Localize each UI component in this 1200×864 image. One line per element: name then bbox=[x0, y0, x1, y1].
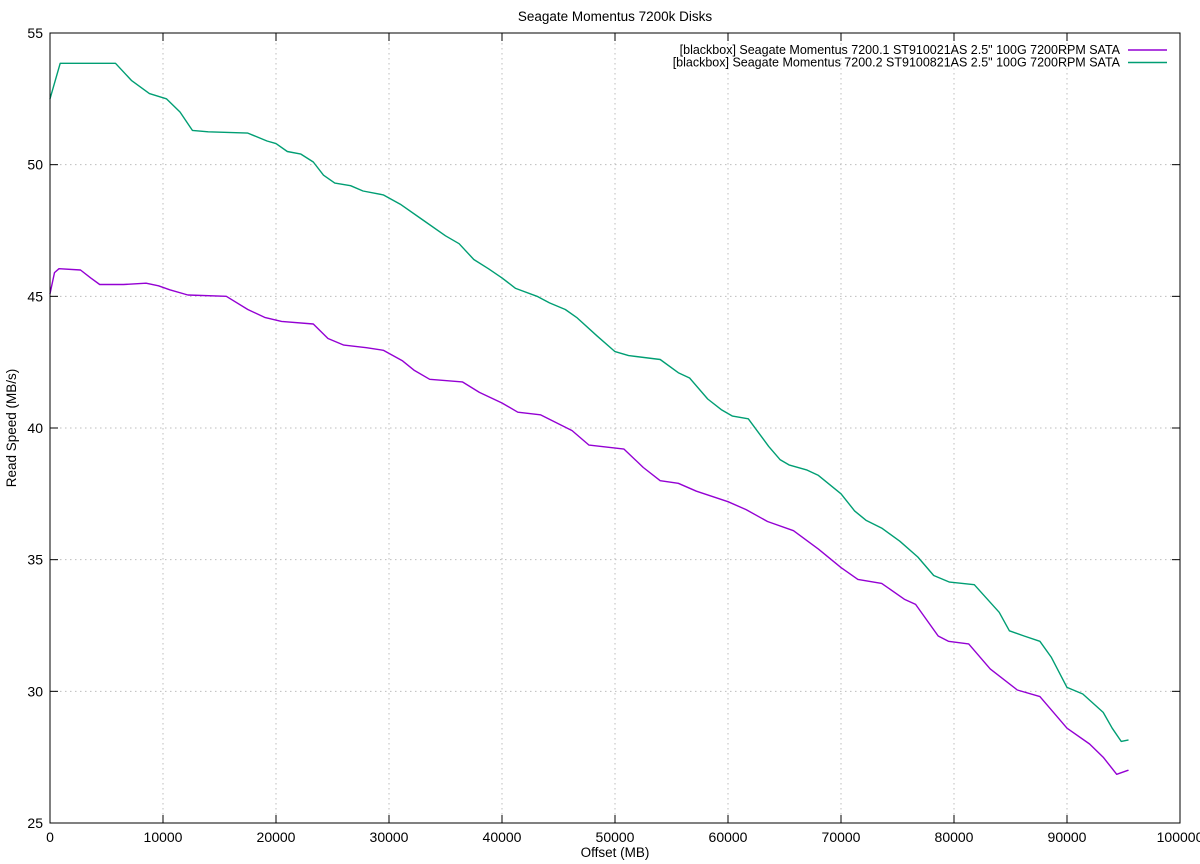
x-tick-label-70000: 70000 bbox=[822, 829, 861, 845]
x-tick-label-100000: 100000 bbox=[1157, 829, 1200, 845]
tick-labels: 0 10000 20000 30000 40000 50000 60000 70000 8000… bbox=[27, 25, 1200, 845]
y-tick-label-50: 50 bbox=[27, 157, 43, 173]
x-tick-label-80000: 80000 bbox=[935, 829, 974, 845]
series-line-1 bbox=[49, 62, 1129, 743]
x-tick-label-10000: 10000 bbox=[144, 829, 183, 845]
x-tick-label-30000: 30000 bbox=[370, 829, 409, 845]
x-tick-label-40000: 40000 bbox=[483, 829, 522, 845]
data-series bbox=[49, 62, 1129, 775]
chart-title: Seagate Momentus 7200k Disks bbox=[518, 9, 713, 24]
plot-border bbox=[49, 32, 1181, 824]
y-tick-label-30: 30 bbox=[27, 683, 43, 699]
y-tick-label-55: 55 bbox=[27, 25, 43, 41]
y-tick-label-25: 25 bbox=[27, 815, 43, 831]
legend: [blackbox] Seagate Momentus 7200.1 ST910… bbox=[673, 43, 1167, 70]
x-tick-label-20000: 20000 bbox=[257, 829, 296, 845]
x-tick-label-50000: 50000 bbox=[596, 829, 635, 845]
x-tick-label-90000: 90000 bbox=[1048, 829, 1087, 845]
series-line-0 bbox=[49, 268, 1129, 775]
grid-lines bbox=[50, 33, 1180, 823]
legend-label-momentus-7200-2: [blackbox] Seagate Momentus 7200.2 ST910… bbox=[673, 56, 1121, 70]
x-tick-label-0: 0 bbox=[46, 829, 54, 845]
legend-label-momentus-7200-1: [blackbox] Seagate Momentus 7200.1 ST910… bbox=[680, 43, 1121, 57]
x-axis-title: Offset (MB) bbox=[581, 845, 650, 860]
y-tick-label-35: 35 bbox=[27, 552, 43, 568]
y-tick-label-40: 40 bbox=[27, 420, 43, 436]
axis-ticks bbox=[50, 33, 1180, 823]
x-tick-label-60000: 60000 bbox=[709, 829, 748, 845]
y-tick-label-45: 45 bbox=[27, 288, 43, 304]
y-axis-title: Read Speed (MB/s) bbox=[4, 369, 19, 488]
